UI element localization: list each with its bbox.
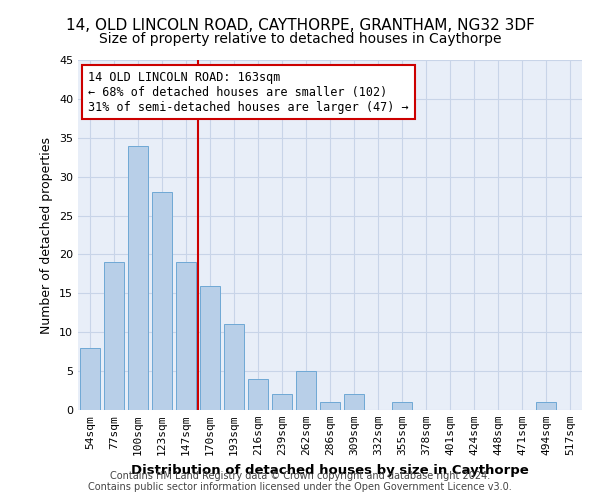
Bar bbox=[128, 146, 148, 410]
Bar bbox=[320, 402, 340, 410]
Bar bbox=[272, 394, 292, 410]
Bar bbox=[248, 379, 268, 410]
X-axis label: Distribution of detached houses by size in Caythorpe: Distribution of detached houses by size … bbox=[131, 464, 529, 476]
Bar bbox=[80, 348, 100, 410]
Y-axis label: Number of detached properties: Number of detached properties bbox=[40, 136, 53, 334]
Text: Contains HM Land Registry data © Crown copyright and database right 2024.
Contai: Contains HM Land Registry data © Crown c… bbox=[88, 471, 512, 492]
Bar bbox=[224, 324, 244, 410]
Bar bbox=[344, 394, 364, 410]
Text: Size of property relative to detached houses in Caythorpe: Size of property relative to detached ho… bbox=[99, 32, 501, 46]
Text: 14 OLD LINCOLN ROAD: 163sqm
← 68% of detached houses are smaller (102)
31% of se: 14 OLD LINCOLN ROAD: 163sqm ← 68% of det… bbox=[88, 70, 409, 114]
Bar bbox=[152, 192, 172, 410]
Bar bbox=[296, 371, 316, 410]
Bar bbox=[200, 286, 220, 410]
Bar bbox=[536, 402, 556, 410]
Bar bbox=[392, 402, 412, 410]
Bar bbox=[176, 262, 196, 410]
Text: 14, OLD LINCOLN ROAD, CAYTHORPE, GRANTHAM, NG32 3DF: 14, OLD LINCOLN ROAD, CAYTHORPE, GRANTHA… bbox=[65, 18, 535, 32]
Bar bbox=[104, 262, 124, 410]
